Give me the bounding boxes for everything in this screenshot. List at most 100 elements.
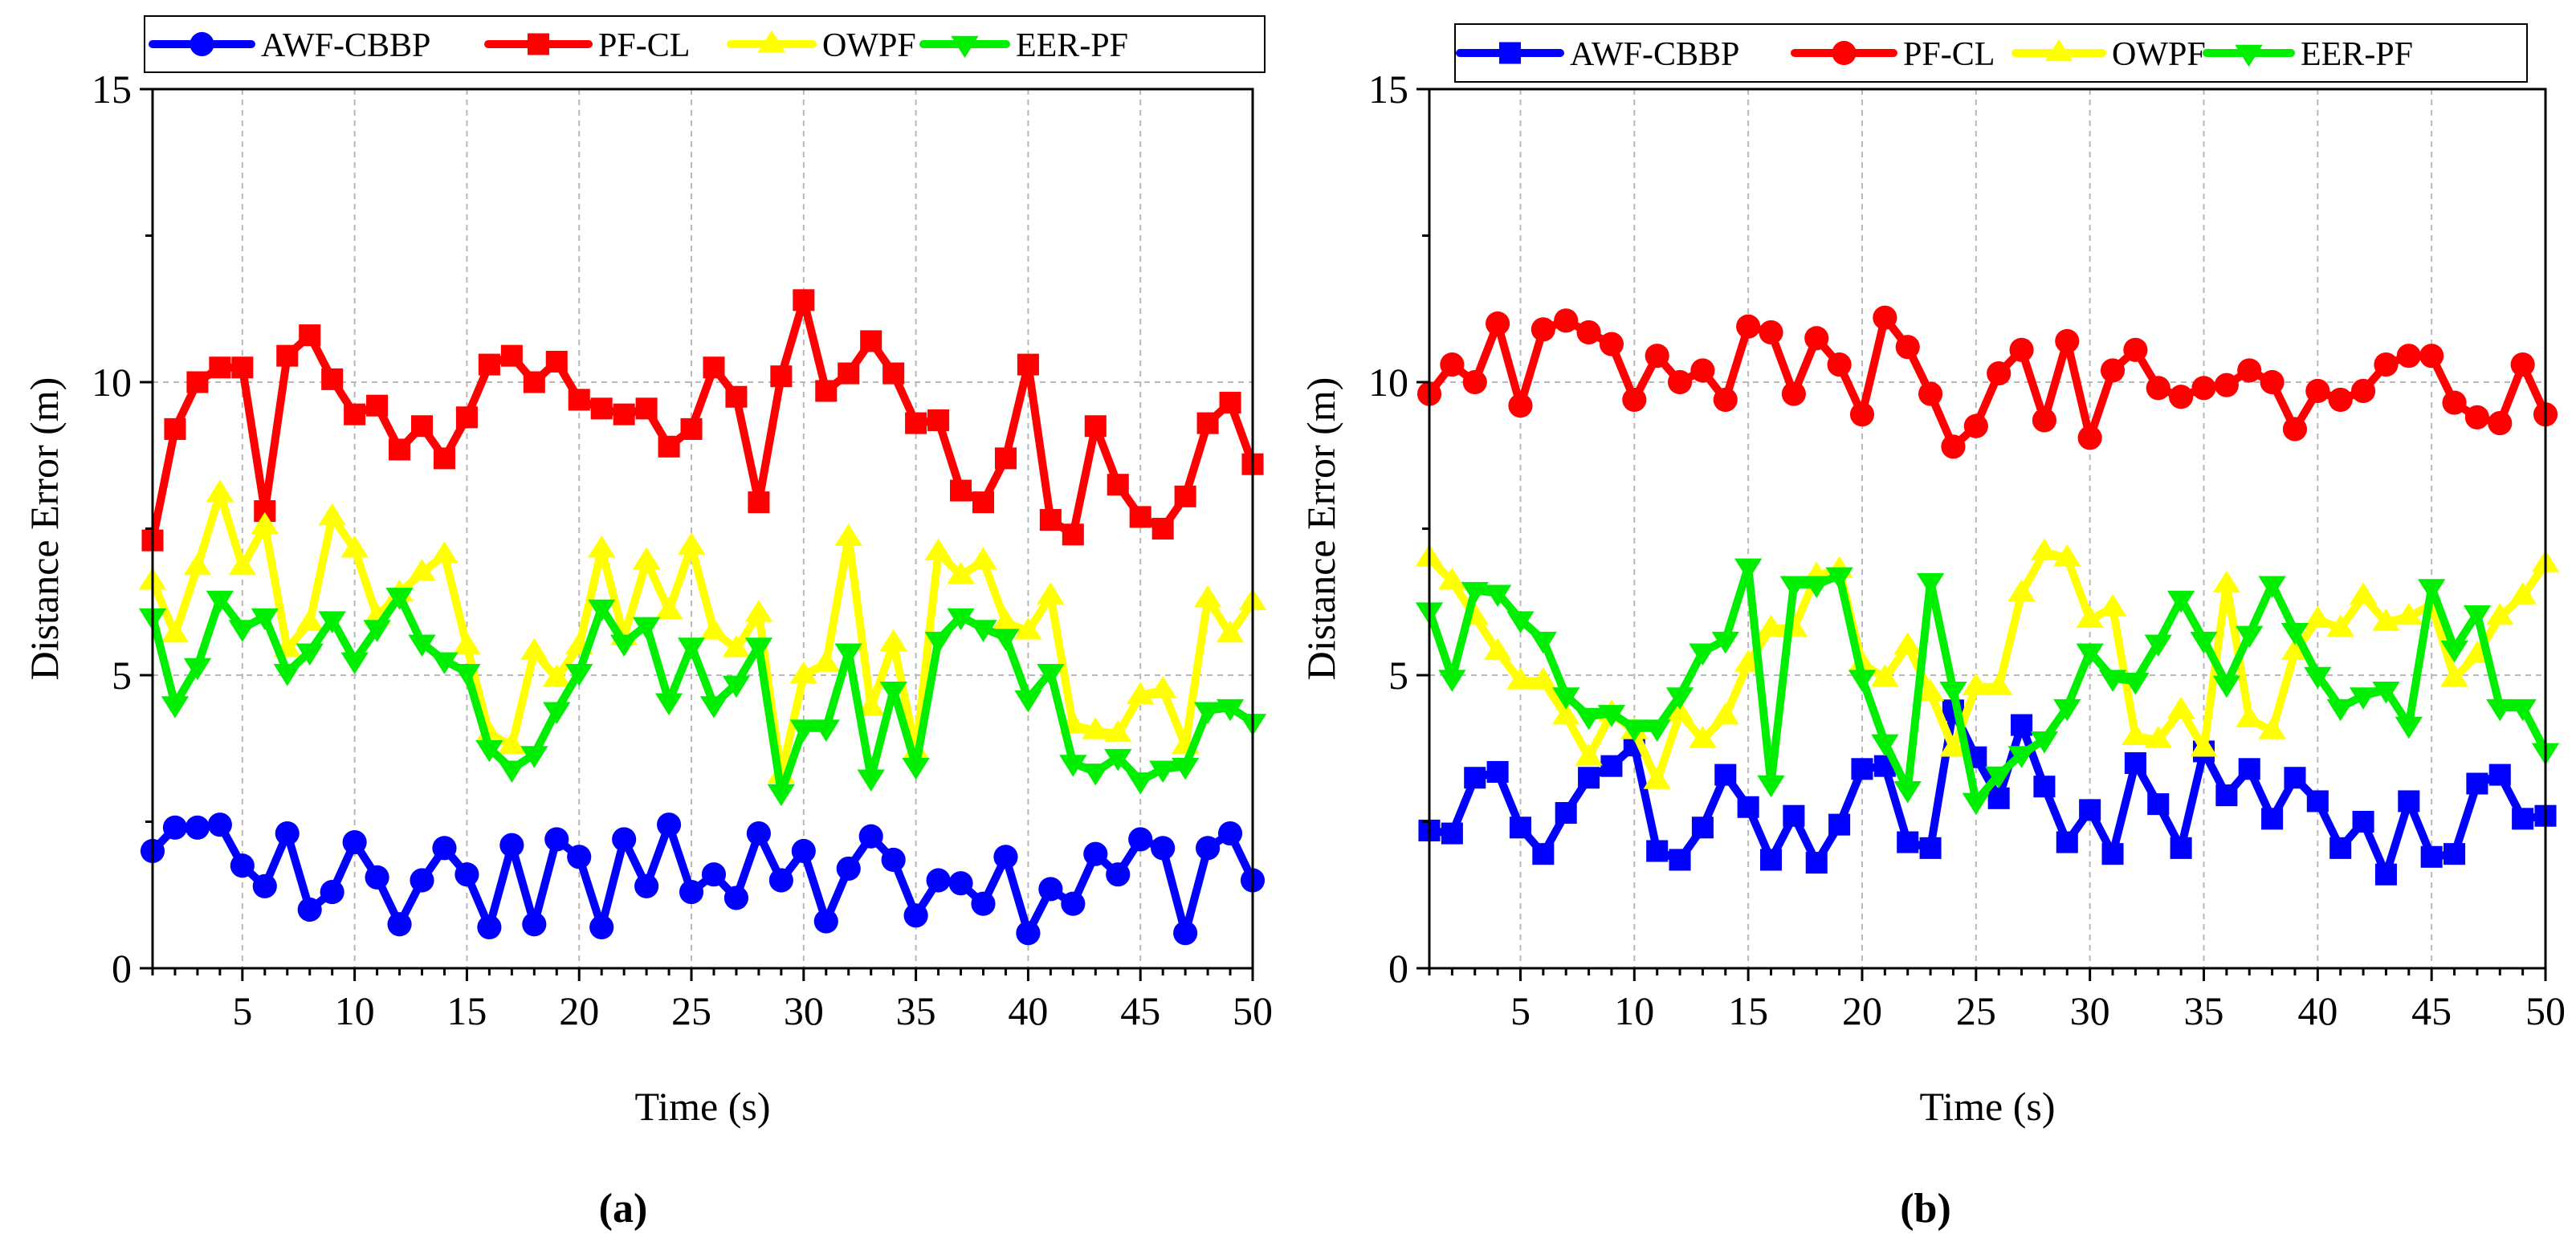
chart-b-series-eer-pf-point — [1575, 707, 1603, 731]
chart-a-series-eer-pf-point — [453, 664, 481, 686]
chart-b-series-owpf-point — [2509, 582, 2537, 605]
chart-a-x-tick-label: 20 — [559, 988, 599, 1033]
chart-b-x-tick-label: 15 — [1728, 988, 1768, 1033]
chart-a-series-awf-cbbp-point — [768, 868, 793, 893]
chart-b-series-eer-pf-point — [2098, 670, 2127, 692]
chart-a-series-eer-pf-point — [1171, 757, 1200, 780]
chart-a-series-awf-cbbp-point — [567, 845, 592, 869]
chart-a-series-owpf-point — [1216, 620, 1245, 643]
chart-a-legend-box — [144, 15, 1266, 73]
chart-a-series-pf-cl-point — [613, 403, 635, 426]
chart-b-series-owpf-point — [1893, 632, 1922, 654]
panel-b: 5 10 15 20 25 30 35 40 45 50 0 5 10 15 Time (s) Distanc… — [1298, 23, 2566, 1232]
chart-b-series-awf-cbbp-point — [1532, 843, 1555, 865]
chart-a-series-awf-cbbp-point — [387, 912, 412, 937]
chart-a-series-eer-pf-point — [857, 769, 885, 792]
chart-b-series-eer-pf-point — [2122, 673, 2150, 695]
chart-a-series-pf-cl-point — [770, 365, 793, 388]
chart-b-series-pf-cl-point — [2328, 387, 2353, 412]
chart-a-series-owpf-point — [947, 561, 975, 584]
chart-a-series-eer-pf-point — [767, 784, 796, 807]
chart-a-series-awf-cbbp-point — [1061, 891, 1086, 916]
chart-b-series-eer-pf-point — [2440, 640, 2468, 663]
chart-b-series-awf-cbbp-point — [2329, 837, 2352, 859]
chart-b-x-tick-label: 35 — [2183, 988, 2223, 1033]
chart-a-series-eer-pf-point — [1059, 755, 1087, 777]
chart-b-series-eer-pf-point — [2372, 681, 2400, 704]
chart-b-x-tick-label: 25 — [1956, 988, 1996, 1033]
chart-b-series-awf-cbbp-point — [1714, 764, 1737, 786]
chart-a-series-owpf-point — [453, 632, 481, 654]
chart-a-series-eer-pf-point — [789, 719, 817, 742]
chart-a-series-awf-cbbp-point — [207, 812, 232, 837]
chart-a-series-owpf-point — [1014, 617, 1042, 640]
chart-a-x-axis: 5 10 15 20 25 30 35 40 45 50 — [151, 968, 1273, 1033]
chart-b-series-eer-pf-point — [2463, 605, 2492, 628]
chart-a-series-awf-cbbp-point — [723, 886, 749, 910]
chart-a-series-awf-cbbp-point — [656, 812, 682, 837]
chart-b-series-pf-cl-point — [2488, 411, 2513, 436]
chart-b-series-pf-cl-point — [1576, 320, 1601, 345]
chart-a-y-tick-label: 5 — [112, 653, 132, 698]
chart-a-series-pf-cl-point — [321, 368, 344, 390]
chart-b-legend-swatch-marker — [2235, 44, 2263, 67]
chart-b-series-awf-cbbp-point — [1464, 767, 1486, 789]
chart-a-series-owpf-point — [969, 547, 997, 569]
chart-b-series-awf-cbbp-point — [1600, 755, 1623, 777]
chart-b-series-eer-pf-point — [1689, 643, 1717, 666]
chart-b-series-pf-cl-point — [2055, 328, 2080, 353]
chart-a-series-eer-pf-point — [340, 652, 369, 674]
chart-b-series-owpf-point — [2053, 544, 2081, 567]
chart-a-series-eer-pf-point — [318, 611, 346, 633]
chart-a-series-pf-cl-point — [882, 362, 905, 385]
chart-b-x-tick-label: 50 — [2525, 988, 2566, 1033]
chart-a-series-awf-cbbp-point — [342, 829, 367, 855]
chart-a-series-eer-pf-point — [206, 590, 234, 613]
chart-b-series-owpf-point — [1689, 726, 1717, 748]
chart-a-series-awf-cbbp-point — [499, 833, 524, 857]
chart-a-grid — [153, 89, 1253, 968]
chart-b-series-eer-pf-point — [2190, 631, 2218, 654]
chart-b-series-owpf-point — [1506, 667, 1535, 690]
chart-b-legend-item-pf-cl: PF-CL — [1791, 36, 1995, 73]
chart-b-series-pf-cl-point — [2260, 369, 2285, 395]
chart-a-series-owpf-point — [744, 600, 773, 622]
chart-b-series-owpf-point — [1438, 568, 1466, 590]
chart-b-series-pf-cl-point — [2009, 337, 2034, 362]
chart-b-legend-item-eer-pf: EER-PF — [2203, 36, 2413, 73]
chart-a-series-awf-cbbp-point — [1151, 836, 1176, 861]
chart-a-series-eer-pf-point — [1193, 702, 1222, 724]
chart-a-series-pf-cl-point — [231, 356, 254, 379]
chart-b-series-eer-pf-point — [1916, 572, 1945, 596]
chart-b-legend-label: AWF-CBBP — [1570, 36, 1739, 73]
chart-a-series-owpf-point — [1193, 584, 1222, 608]
chart-a-series-owpf-point — [879, 629, 907, 652]
chart-b-series-owpf-point — [1643, 767, 1671, 789]
chart-a-series-awf-cbbp-point — [230, 853, 255, 878]
chart-a-series-owpf-point — [228, 552, 256, 576]
chart-a-series-awf-cbbp-point — [162, 815, 188, 840]
chart-a-series-pf-cl-point — [455, 406, 478, 429]
chart-a-series-eer-pf-point — [722, 675, 751, 698]
chart-b-series-pf-cl-point — [1873, 305, 1897, 330]
chart-a-x-tick-label: 15 — [446, 988, 487, 1033]
chart-b-series-owpf-point — [1985, 673, 2013, 695]
chart-a-series-pf-cl-point — [366, 394, 389, 417]
chart-a-series-eer-pf-point — [812, 719, 840, 742]
chart-a-series-awf-cbbp-point — [1016, 921, 1041, 946]
chart-b-series-eer-pf-point — [2280, 622, 2309, 645]
chart-b-series-owpf-point — [2030, 538, 2059, 560]
chart-a-series-eer-pf-point — [902, 757, 930, 780]
chart-b-series-awf-cbbp-point — [2170, 837, 2192, 859]
chart-b-series-eer-pf-point — [1506, 611, 1535, 633]
chart-a-series-owpf-point — [520, 637, 548, 661]
chart-b-series-owpf-point — [1483, 637, 1512, 661]
chart-b-series-owpf-point — [2349, 582, 2378, 605]
chart-b-series-eer-pf-point — [1483, 584, 1512, 607]
chart-a-series-awf-cbbp-point — [544, 827, 569, 852]
chart-a-series-awf-cbbp-point — [410, 868, 434, 893]
chart-a-x-tick-label: 45 — [1120, 988, 1160, 1033]
chart-b-series-awf-cbbp — [1418, 699, 2557, 886]
chart-b-series-eer-pf-point — [2258, 576, 2286, 599]
